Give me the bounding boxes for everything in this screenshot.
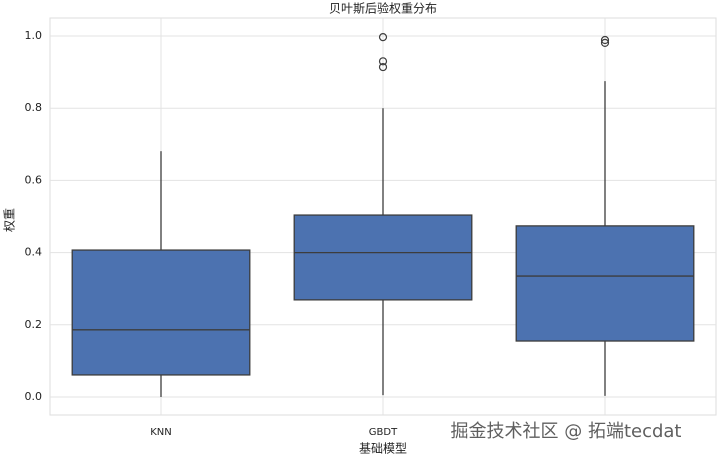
chart-title: 贝叶斯后验权重分布	[329, 1, 437, 16]
y-tick-label: 1.0	[25, 29, 43, 42]
outlier	[378, 62, 388, 72]
box	[71, 249, 251, 376]
y-tick-label: 0.6	[25, 173, 43, 186]
x-tick-label: KNN	[150, 427, 172, 438]
outlier	[600, 35, 610, 45]
x-tick-label: GBDT	[369, 427, 398, 438]
outlier	[600, 38, 610, 48]
outlier	[378, 33, 388, 42]
box	[293, 214, 473, 301]
y-axis-label: 权重	[3, 208, 17, 232]
x-axis-label: 基础模型	[359, 442, 407, 456]
outlier	[378, 57, 388, 66]
y-tick-label: 0.4	[25, 246, 43, 259]
watermark: 掘金技术社区 @ 拓端tecdat	[451, 421, 682, 442]
y-tick-label: 0.0	[25, 390, 43, 403]
box	[515, 225, 695, 342]
y-tick-label: 0.2	[25, 318, 43, 331]
y-tick-label: 0.8	[25, 101, 43, 114]
